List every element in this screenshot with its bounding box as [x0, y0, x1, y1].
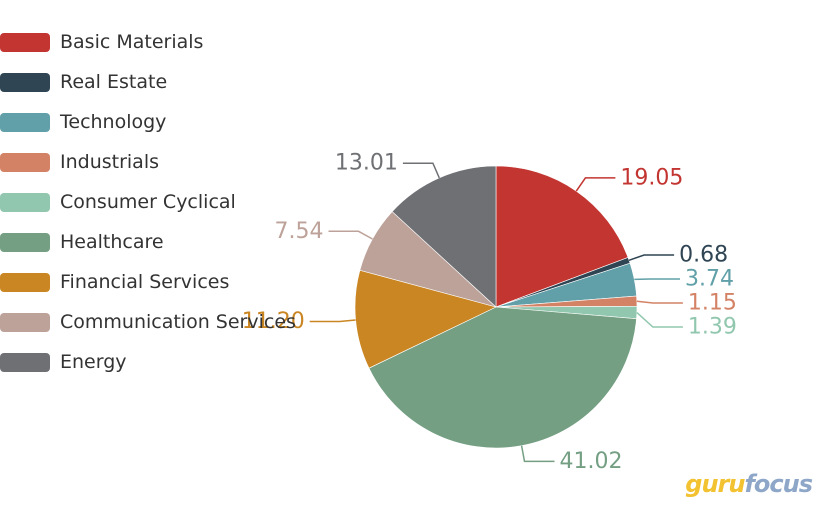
label-line-basic-materials [575, 177, 616, 192]
label-line-industrials [636, 300, 683, 304]
logo-text-focus: focus [744, 470, 813, 498]
legend-swatch [0, 72, 50, 92]
data-label-energy: 13.01 [335, 151, 398, 176]
label-line-financial-services [309, 319, 356, 323]
data-label-basic-materials: 19.05 [620, 165, 683, 190]
legend-item-technology[interactable]: Technology [0, 102, 296, 142]
legend-item-energy[interactable]: Energy [0, 342, 296, 382]
label-line-real-estate [628, 254, 675, 262]
label-line-energy [402, 162, 440, 179]
legend-swatch [0, 192, 50, 212]
legend-label: Industrials [60, 151, 160, 173]
legend-swatch [0, 272, 50, 292]
legend-swatch [0, 152, 50, 172]
legend-label: Basic Materials [60, 31, 204, 53]
legend-item-industrials[interactable]: Industrials [0, 142, 296, 182]
legend-label: Consumer Cyclical [60, 191, 236, 213]
logo-text-guru: guru [685, 470, 745, 498]
legend-label: Real Estate [60, 71, 168, 93]
data-label-healthcare: 41.02 [560, 449, 623, 474]
legend-swatch [0, 112, 50, 132]
legend-label: Financial Services [60, 271, 230, 293]
legend-swatch [0, 232, 50, 252]
label-line-consumer-cyclical [636, 312, 683, 328]
pie-slice-energy[interactable] [391, 165, 497, 308]
legend-label: Technology [60, 111, 167, 133]
pie-slice-healthcare[interactable] [368, 306, 637, 449]
legend-item-consumer-cyclical[interactable]: Consumer Cyclical [0, 182, 296, 222]
chart-legend: Basic Materials Real Estate Technology Indu… [0, 22, 296, 382]
legend-item-financial-services[interactable]: Financial Services [0, 262, 296, 302]
label-line-healthcare [520, 445, 555, 463]
legend-swatch [0, 312, 50, 332]
legend-item-communication-services[interactable]: Communication Services [0, 302, 296, 342]
legend-label: Energy [60, 351, 127, 373]
data-label-industrials: 1.15 [688, 291, 737, 316]
pie-slice-financial-services[interactable] [354, 269, 497, 369]
data-label-technology: 3.74 [685, 267, 734, 292]
legend-item-basic-materials[interactable]: Basic Materials [0, 22, 296, 62]
data-label-real-estate: 0.68 [679, 243, 728, 268]
legend-swatch [0, 352, 50, 372]
data-label-consumer-cyclical: 1.39 [688, 315, 737, 340]
gurufocus-logo: gurufocus [685, 470, 813, 498]
legend-swatch [0, 32, 50, 52]
legend-item-real-estate[interactable]: Real Estate [0, 62, 296, 102]
data-label-financial-services: 11.20 [242, 309, 305, 334]
legend-label: Healthcare [60, 231, 164, 253]
legend-label: Communication Services [60, 311, 296, 333]
label-line-communication-services [328, 230, 373, 240]
data-label-communication-services: 7.54 [275, 219, 324, 244]
legend-item-healthcare[interactable]: Healthcare [0, 222, 296, 262]
